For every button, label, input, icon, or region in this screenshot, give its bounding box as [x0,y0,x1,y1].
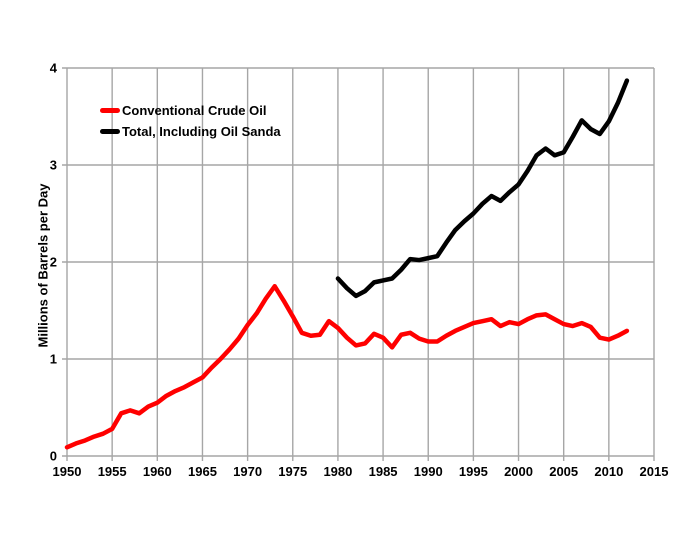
legend-label-conventional: Conventional Crude Oil [122,103,267,118]
x-tick-label: 2010 [594,464,623,479]
y-tick-label: 0 [50,449,57,464]
x-tick-label: 2015 [640,464,669,479]
legend-swatch-conventional-icon [100,108,120,113]
x-tick-label: 1970 [233,464,262,479]
legend-swatch-total-icon [100,129,120,134]
y-tick-label: 4 [50,61,58,76]
y-tick-label: 1 [50,352,57,367]
y-axis-title: Millions of Barrels per Day [35,183,51,348]
x-tick-label: 1965 [188,464,217,479]
legend: Conventional Crude Oil Total, Including … [100,100,281,142]
x-tick-label: 1995 [459,464,488,479]
x-tick-label: 1985 [369,464,398,479]
x-tick-label: 1950 [53,464,82,479]
x-tick-label: 1990 [414,464,443,479]
x-tick-label: 1975 [278,464,307,479]
legend-label-total: Total, Including Oil Sanda [122,124,281,139]
series-line-conventional [64,284,630,450]
y-tick-label: 3 [50,158,57,173]
x-tick-label: 2005 [549,464,578,479]
x-tick-label: 1960 [143,464,172,479]
series-line-total [335,78,630,299]
legend-item-conventional: Conventional Crude Oil [100,100,281,121]
y-tick-label: 2 [50,255,57,270]
x-tick-label: 2000 [504,464,533,479]
legend-item-total: Total, Including Oil Sanda [100,121,281,142]
x-tick-label: 1955 [98,464,127,479]
x-tick-label: 1980 [323,464,352,479]
